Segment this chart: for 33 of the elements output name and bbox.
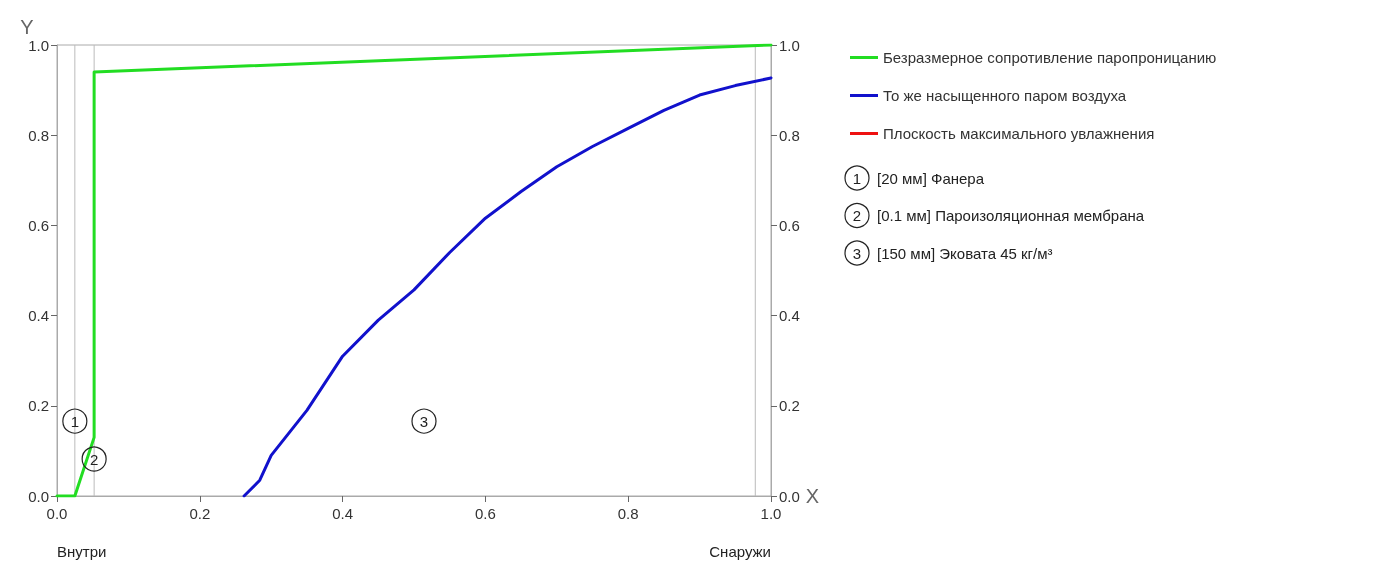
y-axis-title: Y	[20, 16, 34, 38]
annotation: 1	[70, 412, 80, 430]
text: 2 [0.1 мм] Пароизоляционная мембрана	[852, 207, 1145, 224]
x-tick-label: 0.4	[332, 505, 354, 522]
line-series	[242, 76, 773, 498]
y-tick-label: 1.0	[28, 36, 49, 54]
text: 3 [150 мм] Эковата 45 кг/м³	[852, 244, 1053, 262]
y-tick-label: 0.2	[28, 397, 49, 415]
y-tick-label: 0.4	[28, 307, 49, 325]
legend-label: То же насыщенного паром воздуха	[883, 87, 1127, 104]
y2-tick-label: 0.4	[779, 307, 800, 325]
x-tick-label: 0.0	[46, 505, 68, 522]
text: 1 [20 мм] Фанера	[852, 169, 985, 187]
y-tick-label: 0.8	[28, 126, 49, 144]
line-series	[55, 43, 773, 498]
y-tick-label: 0.0	[28, 487, 49, 505]
y2-tick-label: 0.2	[779, 397, 800, 415]
x-tick-label: 0.2	[189, 505, 211, 522]
annotation: 3	[419, 412, 429, 430]
y2-tick-label: 0.0	[779, 487, 800, 505]
x-tick-label: 0.6	[474, 505, 496, 522]
legend-label: Безразмерное сопротивление паропроницанию	[883, 49, 1217, 66]
x-tick-label: 1.0	[760, 505, 782, 522]
text: Снаружи	[709, 542, 771, 560]
text: Внутри	[57, 542, 107, 560]
x-tick-label: 0.8	[617, 505, 639, 522]
annotation: 2	[89, 450, 99, 468]
legend-label: Плоскость максимального увлажнения	[883, 125, 1155, 142]
y2-tick-label: 0.8	[779, 126, 800, 144]
x-axis-title: X	[805, 485, 820, 507]
y-tick-label: 0.6	[28, 216, 49, 234]
y2-tick-label: 0.6	[779, 216, 800, 234]
y2-tick-label: 1.0	[779, 36, 800, 54]
